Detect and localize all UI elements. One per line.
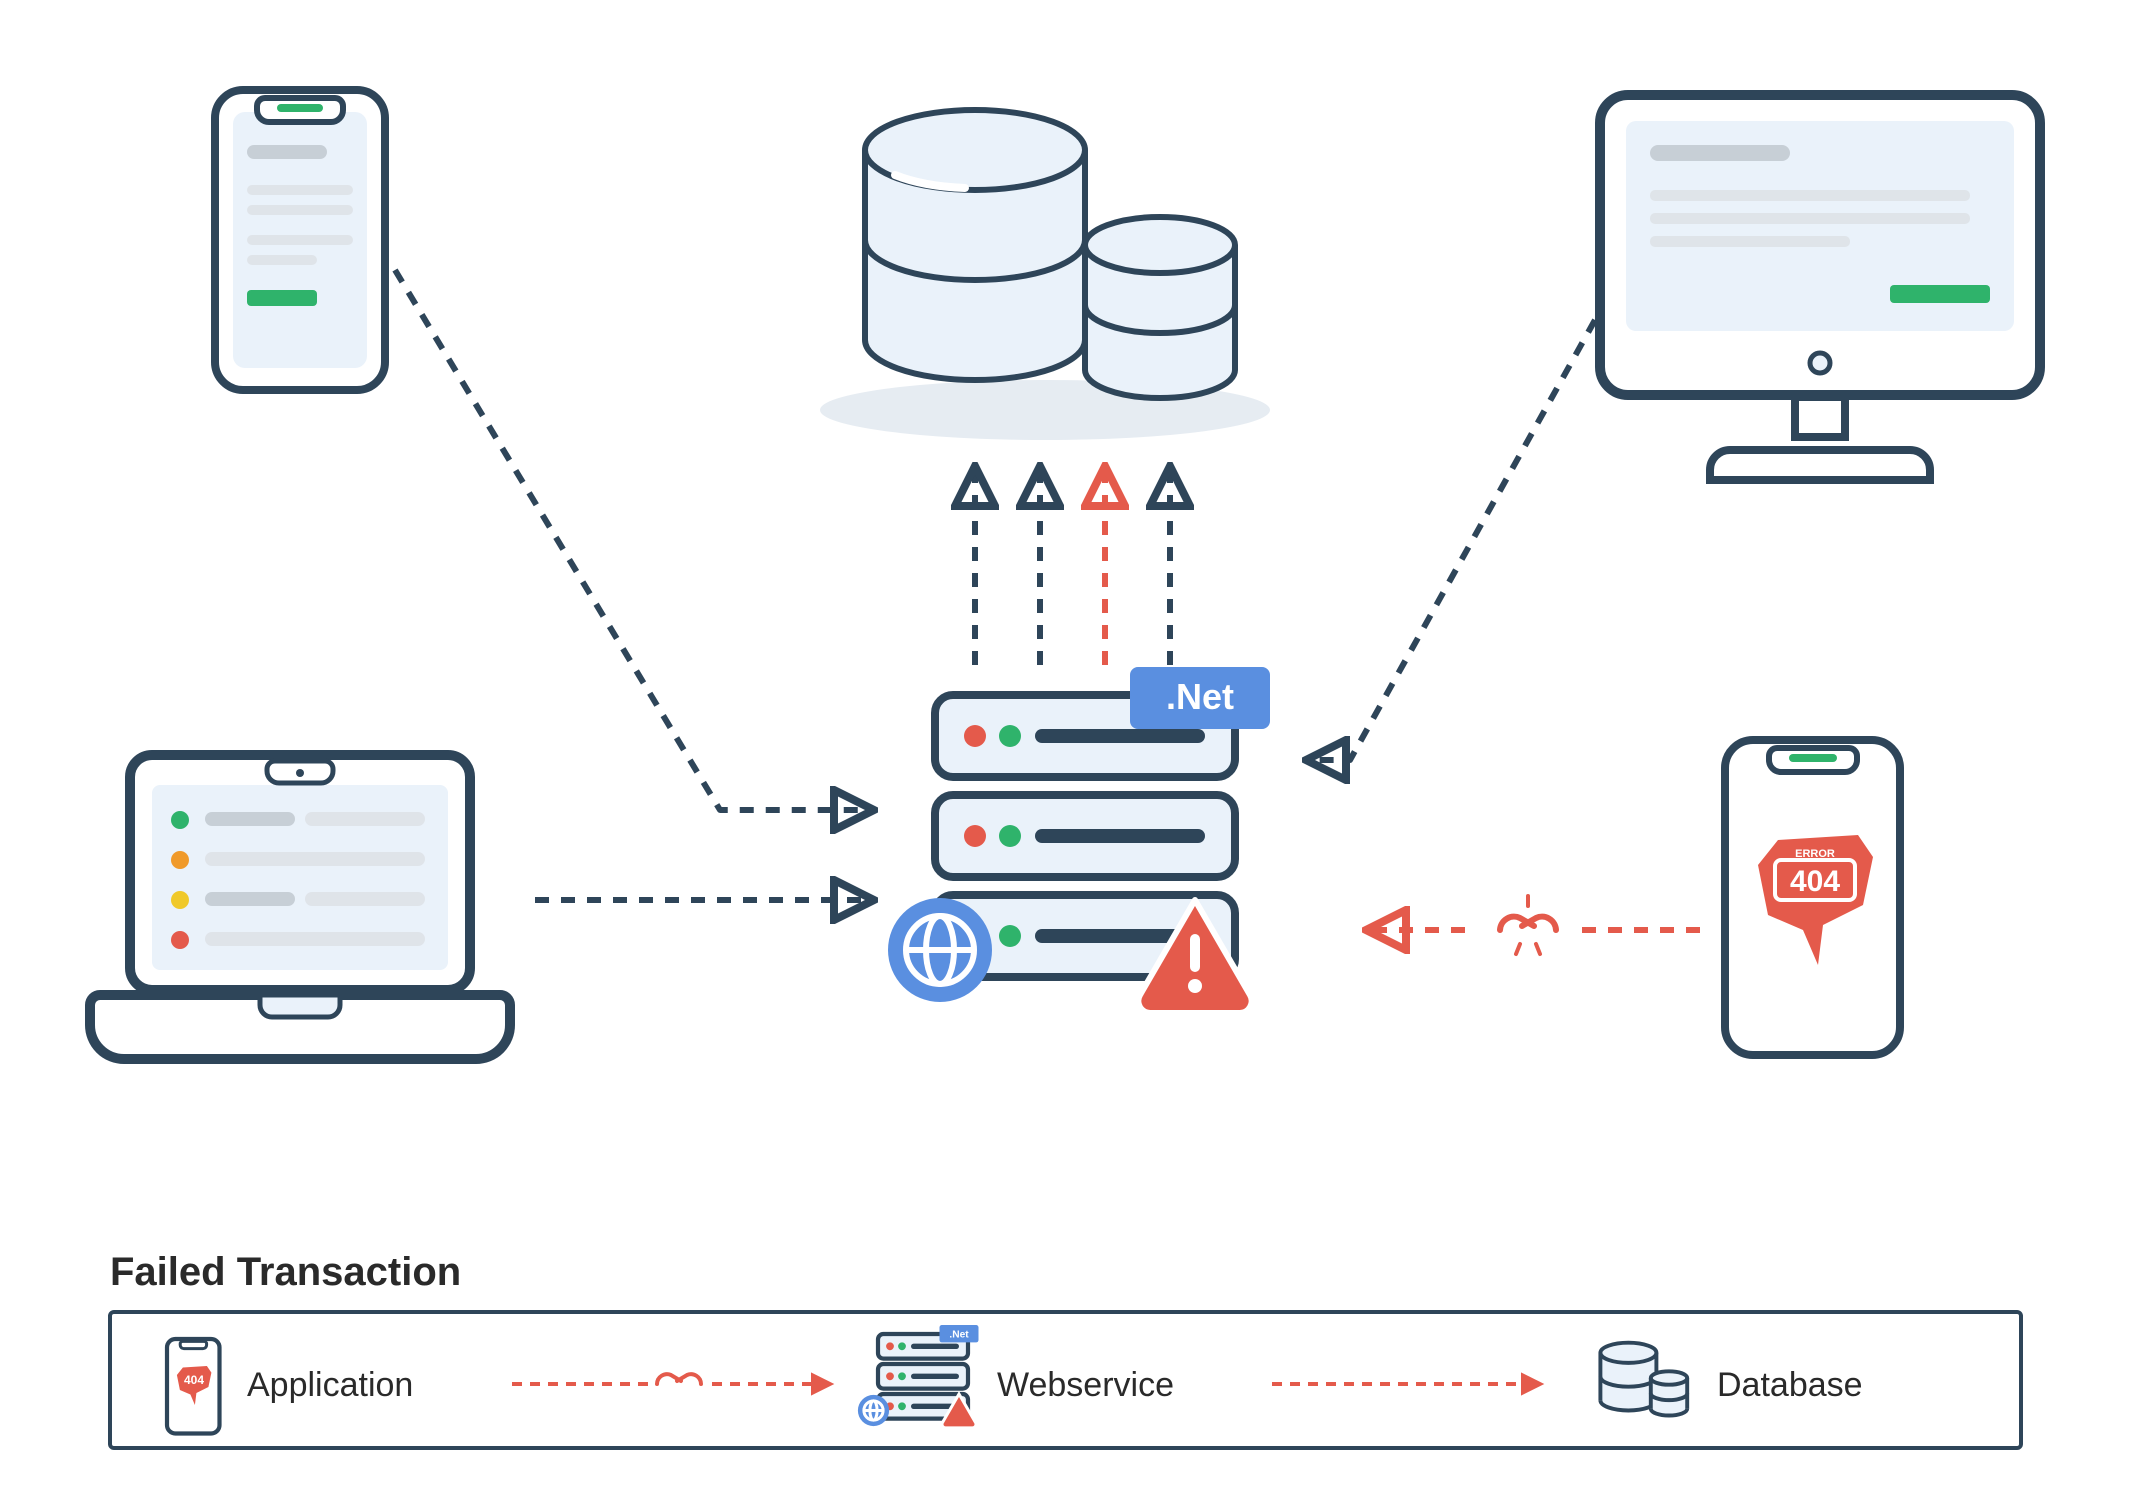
- globe-icon: [888, 898, 992, 1002]
- legend-phone-icon: 404: [167, 1339, 220, 1434]
- legend-box: 404 Application: [108, 1310, 2023, 1450]
- legend-label-app: Application: [247, 1366, 413, 1404]
- mobile-icon: [215, 90, 385, 390]
- laptop-icon: [90, 755, 510, 1059]
- net-badge-text: .Net: [1166, 676, 1234, 717]
- error-code: 404: [1790, 865, 1840, 898]
- legend-title: Failed Transaction: [110, 1250, 461, 1295]
- webservice-icon: .Net: [888, 667, 1270, 1013]
- desktop-icon: [1600, 95, 2040, 480]
- legend-webservice-icon: .Net: [858, 1325, 979, 1428]
- mobile-404-icon: ERROR 404: [1725, 740, 1900, 1055]
- error-sub: ERROR: [1795, 848, 1835, 860]
- broken-link-icon: [1500, 896, 1556, 954]
- diagram-canvas: .Net: [0, 0, 2129, 1501]
- svg-text:404: 404: [184, 1373, 204, 1387]
- database-icon: [820, 110, 1270, 440]
- net-badge: .Net: [1130, 667, 1270, 729]
- legend-database-icon: [1600, 1343, 1687, 1416]
- legend-svg: 404 Application: [112, 1314, 2027, 1454]
- legend-label-ws: Webservice: [997, 1366, 1174, 1404]
- edge-mobile-to-ws: [395, 270, 870, 810]
- architecture-diagram: .Net: [0, 0, 2129, 1200]
- legend-label-db: Database: [1717, 1366, 1863, 1404]
- legend-broken-link-icon: [657, 1374, 701, 1384]
- svg-text:.Net: .Net: [949, 1330, 969, 1341]
- edge-desktop-to-ws: [1310, 320, 1595, 760]
